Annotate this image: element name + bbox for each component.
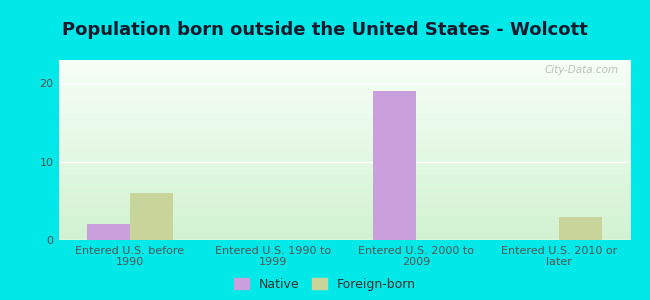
- Legend: Native, Foreign-born: Native, Foreign-born: [234, 278, 416, 291]
- Bar: [559, 217, 602, 240]
- Bar: [130, 193, 173, 240]
- Bar: [373, 91, 416, 240]
- Bar: [87, 224, 130, 240]
- Text: City-Data.com: City-Data.com: [545, 65, 619, 75]
- Text: Population born outside the United States - Wolcott: Population born outside the United State…: [62, 21, 588, 39]
